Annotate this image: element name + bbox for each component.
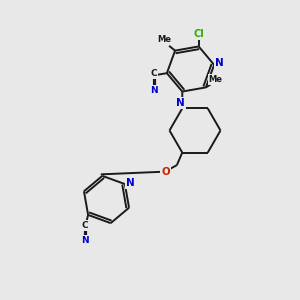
Text: C: C (82, 221, 88, 230)
Text: N: N (150, 86, 158, 95)
Text: O: O (161, 167, 170, 177)
Text: Me: Me (158, 35, 172, 44)
Text: C: C (151, 69, 157, 78)
Text: N: N (215, 58, 224, 68)
Text: N: N (126, 178, 135, 188)
Text: Me: Me (208, 75, 223, 84)
Text: N: N (176, 98, 185, 108)
Text: Cl: Cl (193, 29, 204, 39)
Text: N: N (81, 236, 89, 245)
